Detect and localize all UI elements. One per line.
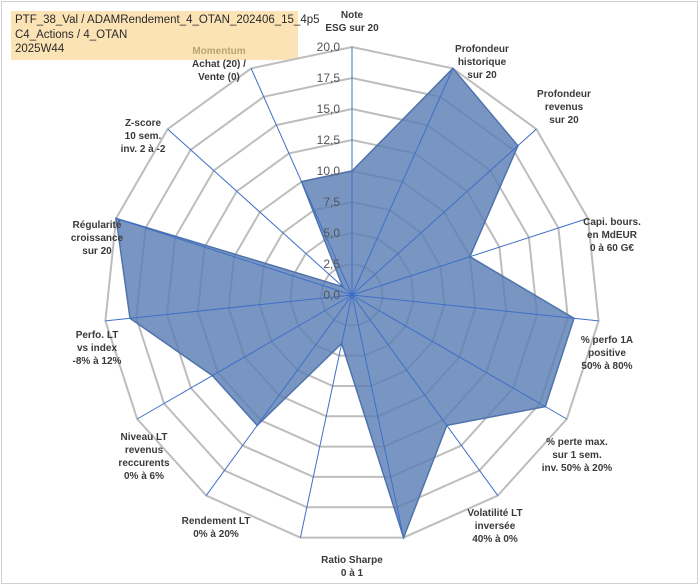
axis-label-line: sur 20 — [467, 70, 497, 81]
axis-spoke — [351, 68, 454, 296]
tick-label: 0,0 — [323, 288, 340, 302]
grid-ring — [104, 45, 600, 539]
axis-spoke — [115, 217, 353, 296]
tick-label: 10,0 — [317, 164, 341, 178]
axis-label-line: Régularité — [73, 220, 122, 231]
axis-label-line: Momentum — [192, 46, 245, 57]
axis-label-line: historique — [458, 57, 507, 68]
axis-label-line: positive — [588, 348, 626, 359]
tick-label: 7,5 — [323, 195, 340, 209]
axis-label-line: ESG sur 20 — [325, 23, 379, 34]
axis-label-line: 0 à 60 G€ — [590, 243, 634, 254]
axis-label-line: croissance — [71, 233, 124, 244]
axis-label-line: Z-score — [125, 118, 162, 129]
axis-label-line: Rendement LT — [182, 516, 251, 527]
axis-label: % perfo 1A positive 50% à 80% — [581, 335, 633, 372]
axis-label-line: Perfo. LT — [76, 330, 119, 341]
axis-label-line: 40% à 0% — [472, 534, 518, 545]
axis-label-line: vs index — [77, 343, 117, 354]
axis-label: Rendement LT 0% à 20% — [182, 516, 251, 540]
axis-label-line: Achat (20) / — [192, 59, 246, 70]
axis-label-line: -8% à 12% — [73, 356, 122, 367]
axis-label-line: Capi. bours. — [583, 217, 641, 228]
grid-ring — [135, 76, 569, 509]
axis-label-line: sur 20 — [82, 246, 112, 257]
axis-label-line: reccurents — [118, 458, 170, 469]
axis-spoke — [136, 294, 353, 420]
axis-label: Profondeur revenus sur 20 — [537, 89, 591, 126]
axis-label: Ratio Sharpe 0 à 1 — [321, 555, 383, 579]
axis-label-line: sur 20 — [549, 115, 579, 126]
axis-spoke — [351, 217, 589, 296]
axis-label-line: % perfo 1A — [581, 335, 633, 346]
axis-label: Momentum — [192, 46, 245, 57]
axis-label-line: Ratio Sharpe — [321, 555, 383, 566]
axis-label-line: revenus — [125, 445, 164, 456]
axis-label: % perte max. sur 1 sem. inv. 50% à 20% — [542, 437, 613, 474]
tick-label: 20,0 — [317, 40, 341, 54]
axis-label: Profondeur historique sur 20 — [455, 44, 509, 81]
axis-label: Capi. bours. en MdEUR 0 à 60 G€ — [583, 217, 641, 254]
axis-label-line: 10 sem. — [125, 131, 162, 142]
series-area — [115, 67, 575, 540]
title-line-2: C4_Actions / 4_OTAN — [15, 28, 128, 41]
axis-label: Volatilité LT inversée 40% à 0% — [467, 508, 522, 545]
axis-label: Note ESG sur 20 — [325, 10, 379, 34]
axis-label-line: en MdEUR — [587, 230, 638, 241]
axis-spoke — [351, 294, 568, 420]
axis-label-line: 0 à 1 — [341, 568, 364, 579]
axis-label-line: Profondeur — [455, 44, 509, 55]
axis-label: Z-score 10 sem. inv. 2 à -2 — [121, 118, 166, 155]
axis-label-line: 0% à 20% — [193, 529, 239, 540]
axis-label-line: Niveau LT — [120, 432, 167, 443]
axis-label: Achat (20) / Vente (0) — [192, 59, 246, 83]
axis-label-line: 50% à 80% — [581, 361, 632, 372]
tick-label: 2,5 — [323, 257, 340, 271]
axis-spoke — [351, 128, 537, 296]
title-line-3: 2025W44 — [15, 43, 65, 55]
axis-label-line: Volatilité LT — [467, 508, 522, 519]
tick-label: 12,5 — [317, 133, 341, 147]
tick-label: 15,0 — [317, 102, 341, 116]
axis-spoke — [167, 128, 353, 296]
axis-label-line: Note — [341, 10, 364, 21]
tick-label: 5,0 — [323, 226, 340, 240]
title-line-1: PTF_38_Val / ADAMRendement_4_OTAN_202406… — [15, 14, 320, 26]
axis-spoke — [299, 294, 353, 538]
axis-spoke — [351, 294, 405, 538]
axis-label-line: inv. 2 à -2 — [121, 144, 166, 155]
axis-spoke — [250, 68, 353, 296]
axis-label-line: Profondeur — [537, 89, 591, 100]
axis-spoke — [351, 294, 499, 496]
axis-label: Perfo. LT vs index -8% à 12% — [73, 330, 122, 367]
chart-title-box: PTF_38_Val / ADAMRendement_4_OTAN_202406… — [11, 11, 320, 60]
axis-label: Régularité croissance sur 20 — [71, 220, 124, 257]
axis-label-line: inv. 50% à 20% — [542, 463, 613, 474]
tick-label: 17,5 — [317, 71, 341, 85]
axis-label-line: inversée — [475, 521, 516, 532]
axis-label-line: % perte max. — [546, 437, 608, 448]
axis-spoke — [105, 294, 353, 322]
axis-spoke — [205, 294, 353, 496]
axis-label-line: revenus — [545, 102, 584, 113]
grid-ring — [165, 107, 539, 478]
axis-label-line: 0% à 6% — [124, 471, 164, 482]
axis-spoke — [351, 294, 599, 322]
axis-label-line: sur 1 sem. — [552, 450, 602, 461]
axis-label: Niveau LT revenus reccurents 0% à 6% — [118, 432, 170, 482]
axis-label-line: Vente (0) — [198, 72, 240, 83]
